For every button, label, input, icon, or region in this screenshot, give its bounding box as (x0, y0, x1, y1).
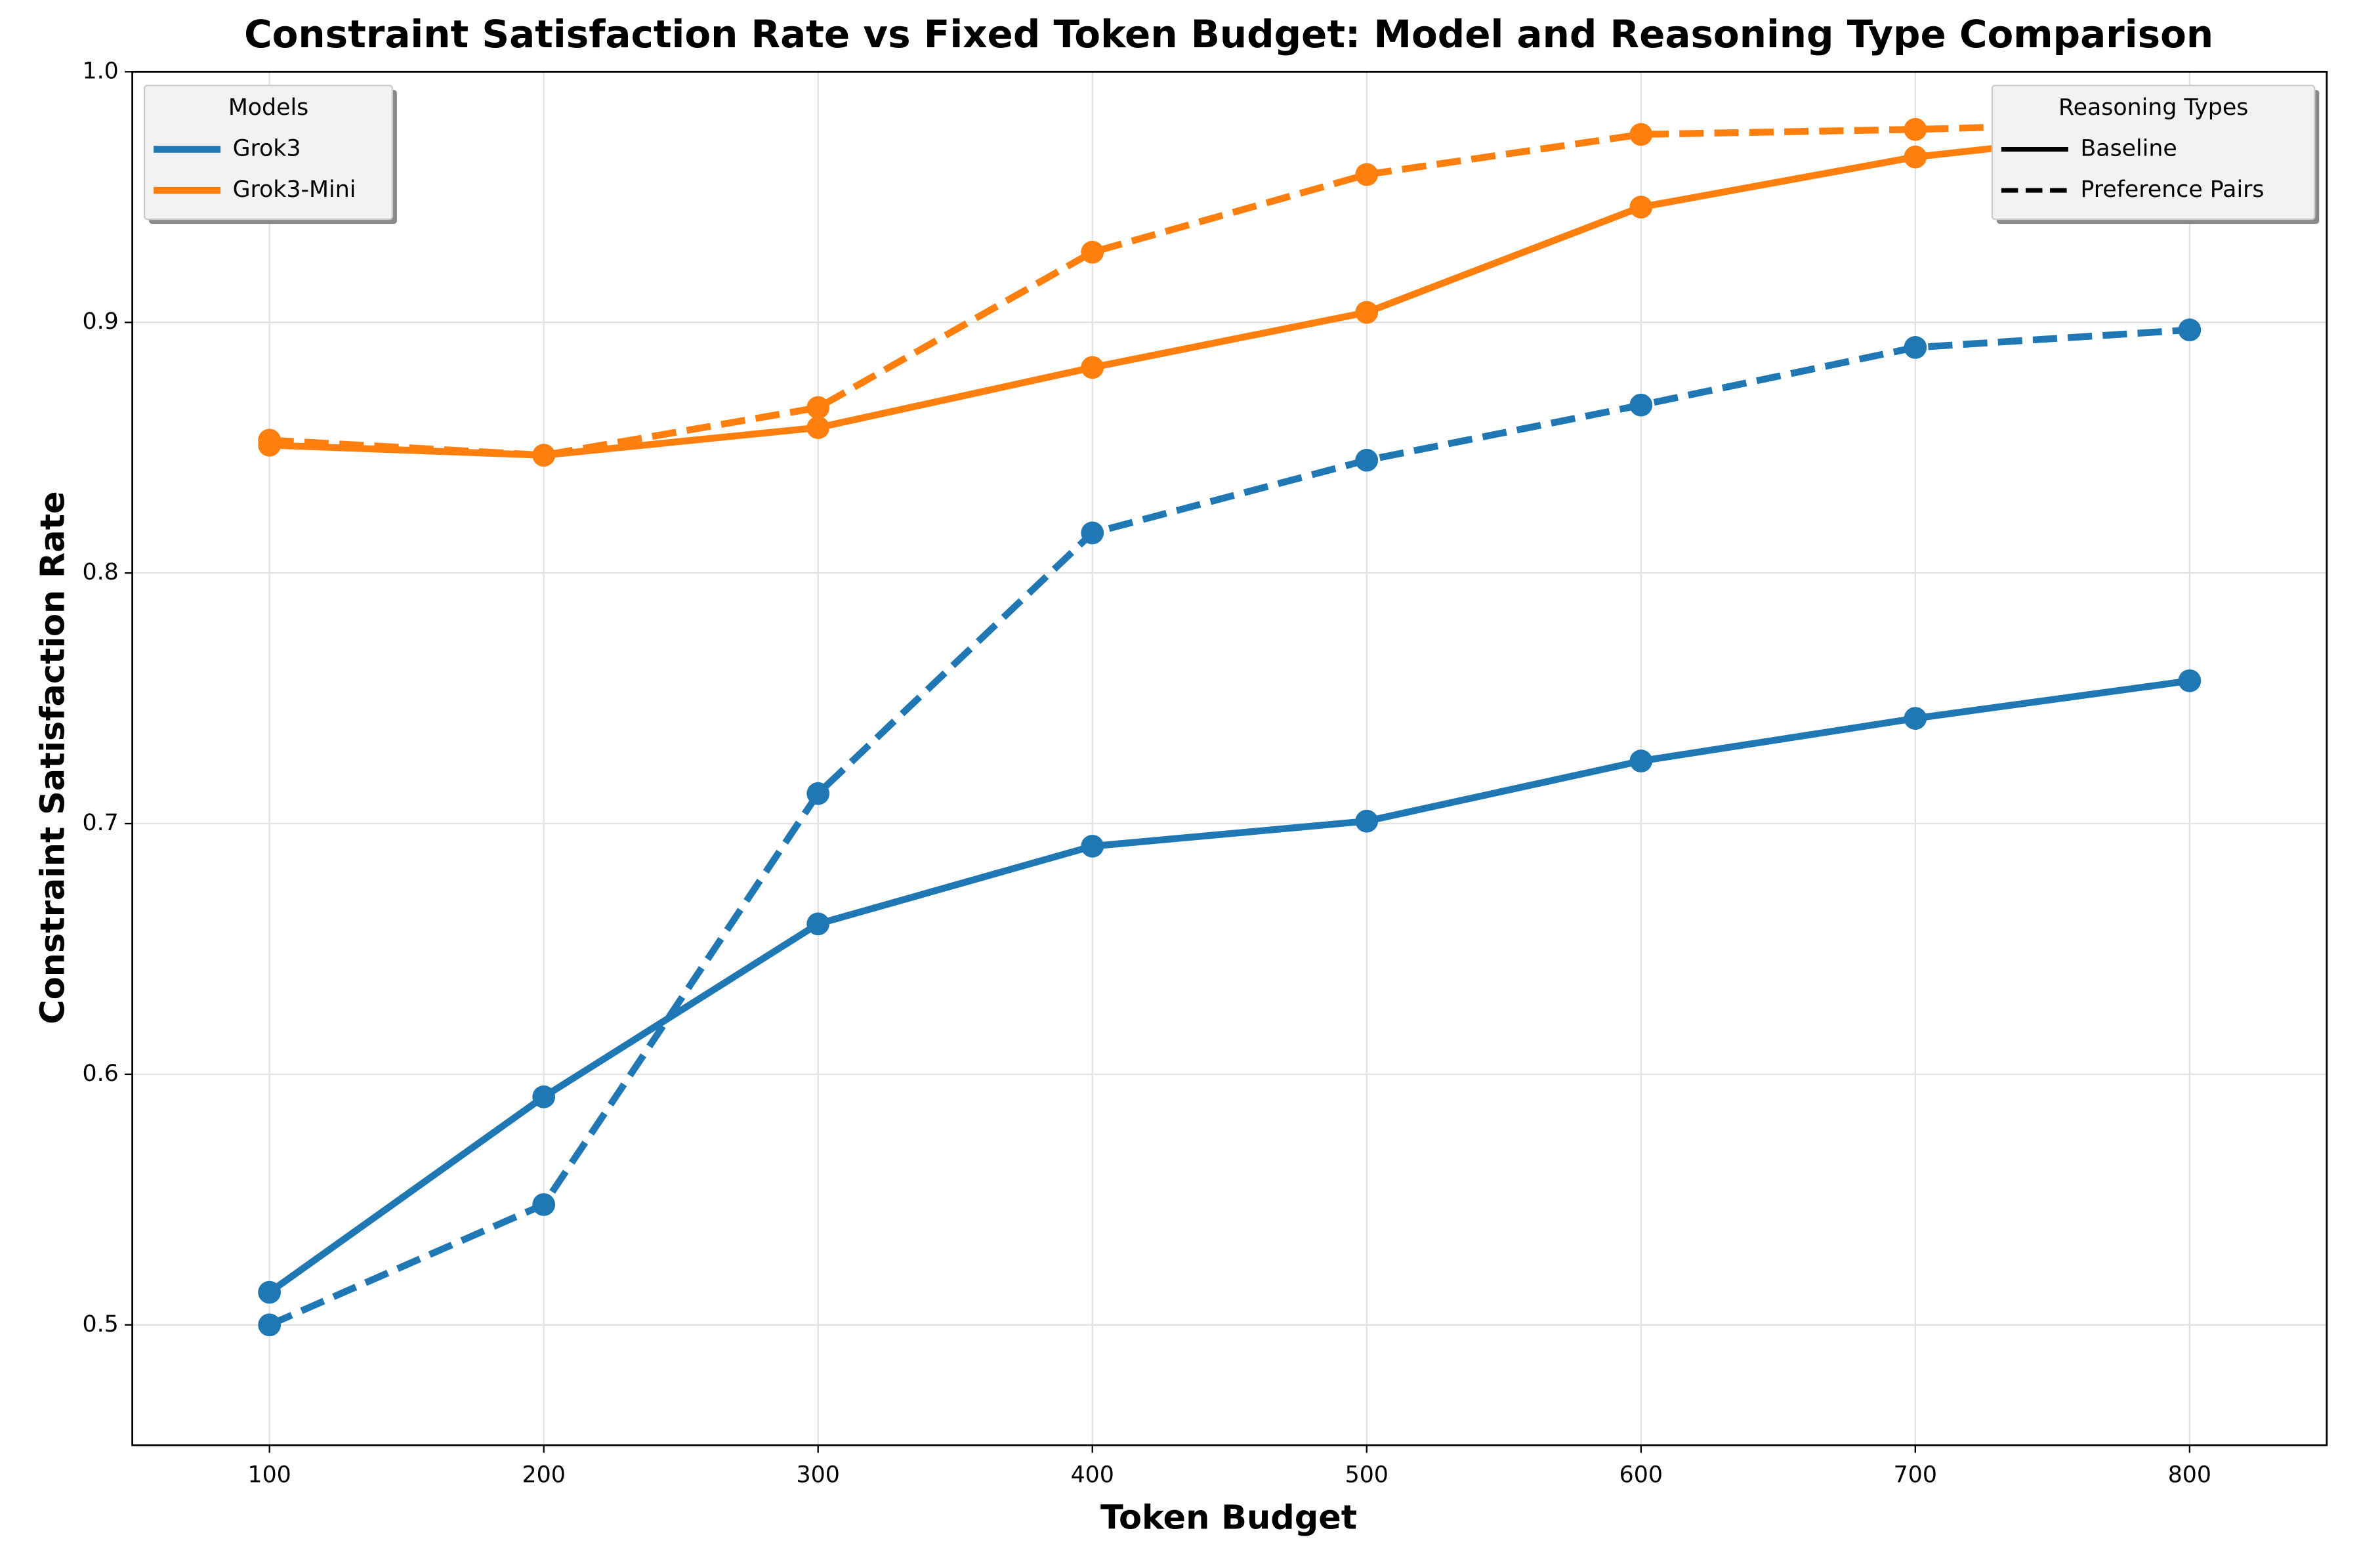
data-point (532, 444, 556, 467)
data-point (1904, 145, 1927, 169)
data-point (806, 416, 830, 439)
data-point (258, 1280, 282, 1304)
data-point (1629, 393, 1653, 417)
x-tick-label: 300 (797, 1462, 840, 1488)
x-tick-label: 400 (1071, 1462, 1114, 1488)
data-point (806, 396, 830, 419)
legend-label: Grok3-Mini (233, 177, 356, 203)
legend-box (1991, 85, 2316, 221)
chart-title: Constraint Satisfaction Rate vs Fixed To… (244, 12, 2213, 56)
x-tick-label: 700 (1894, 1462, 1937, 1488)
legend-title: Models (228, 95, 308, 121)
y-tick-label: 0.8 (83, 559, 119, 585)
x-tick-label: 500 (1345, 1462, 1388, 1488)
data-point (532, 1085, 556, 1108)
data-point (1081, 521, 1104, 545)
data-point (1355, 163, 1379, 186)
data-point (806, 912, 830, 936)
data-point (1355, 448, 1379, 472)
data-point (1629, 123, 1653, 146)
data-point (1629, 196, 1653, 219)
y-tick-label: 1.0 (83, 58, 119, 84)
series-line (269, 118, 2190, 459)
data-point (258, 1313, 282, 1337)
x-axis-label: Token Budget (1100, 1499, 1357, 1538)
plot-frame (131, 70, 2328, 1446)
data-point (2178, 669, 2202, 692)
legend-label: Preference Pairs (2080, 177, 2264, 203)
data-point (806, 782, 830, 805)
legend-label: Grok3 (233, 136, 301, 162)
legend-label: Baseline (2080, 136, 2177, 162)
data-point (258, 429, 282, 452)
y-tick-label: 0.7 (83, 810, 119, 836)
y-tick-label: 0.6 (83, 1061, 119, 1087)
data-point (1355, 809, 1379, 833)
data-point (2178, 318, 2202, 342)
y-axis-label: Constraint Satisfaction Rate (33, 491, 72, 1024)
series-line (267, 677, 2190, 1295)
y-tick-label: 0.9 (83, 308, 119, 335)
data-point (1904, 707, 1927, 730)
data-point (532, 1193, 556, 1216)
x-tick-label: 600 (1619, 1462, 1663, 1488)
data-point (1081, 834, 1104, 858)
data-point (1904, 117, 1927, 141)
data-point (1355, 301, 1379, 324)
x-tick-label: 100 (247, 1462, 291, 1488)
data-point (1904, 336, 1927, 359)
data-point (1629, 749, 1653, 772)
legend-title: Reasoning Types (2058, 95, 2248, 121)
y-tick-label: 0.5 (83, 1311, 119, 1337)
data-point (1081, 356, 1104, 379)
series-line (268, 326, 2190, 1328)
x-tick-label: 200 (522, 1462, 566, 1488)
legend-box (144, 85, 394, 221)
data-point (1081, 240, 1104, 264)
x-tick-label: 800 (2168, 1462, 2211, 1488)
